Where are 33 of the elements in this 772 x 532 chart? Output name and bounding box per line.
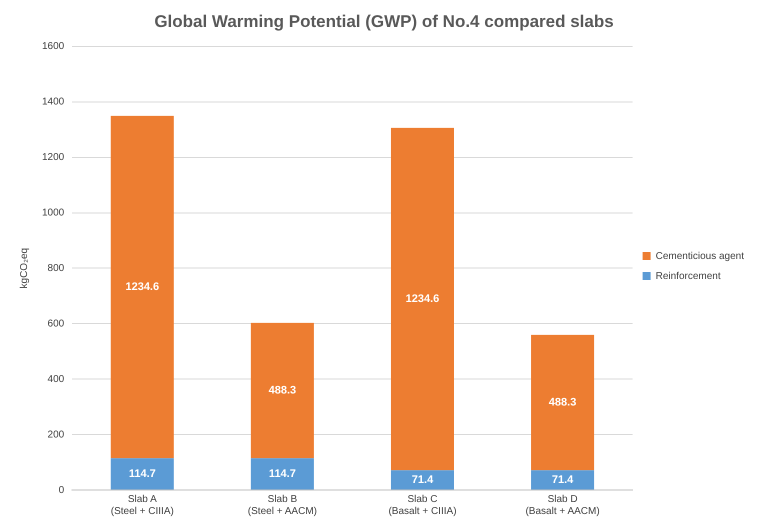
data-label: 488.3 (268, 384, 296, 397)
data-label: 71.4 (552, 474, 574, 486)
y-tick-label: 400 (48, 374, 65, 385)
x-tick-label: Slab A (Steel + CIIIA) (110, 494, 174, 517)
x-tick-label: Slab D (Basalt + AACM) (525, 494, 600, 517)
legend-label: Reinforcement (656, 270, 721, 282)
legend-label: Cementicious agent (656, 250, 744, 262)
y-tick-label: 1600 (42, 41, 65, 52)
x-tick-label: Slab C (Basalt + CIIIA) (388, 494, 457, 517)
data-label: 114.7 (268, 468, 296, 480)
bar (390, 470, 454, 490)
bar (110, 116, 174, 458)
y-tick-label: 800 (48, 262, 65, 274)
bar (250, 458, 314, 490)
y-tick-label: 1200 (42, 152, 65, 164)
bar (250, 322, 314, 458)
chart-title: Global Warming Potential (GWP) of No.4 compared slabs (154, 12, 614, 31)
bar (531, 470, 594, 490)
y-tick-label: 600 (48, 318, 65, 330)
y-tick-label: 1000 (42, 208, 65, 218)
x-tick-label: Slab B (Steel + AACM) (248, 494, 317, 517)
y-axis-title: kgCO₂eq (18, 248, 30, 288)
bar (390, 128, 454, 470)
bar (531, 334, 594, 470)
bar (110, 458, 174, 490)
y-tick-label: 200 (48, 429, 65, 440)
data-label: 71.4 (412, 474, 434, 486)
data-label: 1234.6 (406, 293, 440, 306)
data-label: 1234.6 (125, 281, 160, 294)
y-tick-label: 0 (58, 484, 65, 496)
data-label: 114.7 (128, 468, 156, 480)
data-label: 488.3 (548, 396, 576, 409)
y-tick-label: 1400 (42, 96, 65, 108)
